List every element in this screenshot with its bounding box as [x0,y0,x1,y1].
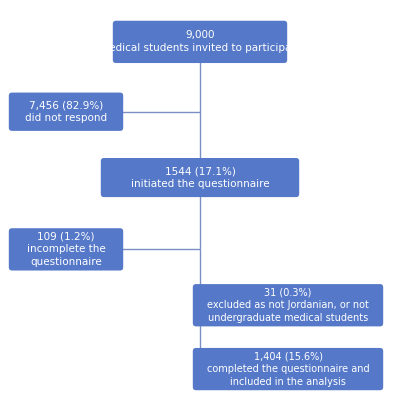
Text: 109 (1.2%)
incomplete the
questionnaire: 109 (1.2%) incomplete the questionnaire [27,231,105,267]
FancyBboxPatch shape [9,228,123,271]
Text: 9,000
medical students invited to participate: 9,000 medical students invited to partic… [98,30,302,53]
Text: 1544 (17.1%)
initiated the questionnaire: 1544 (17.1%) initiated the questionnaire [131,166,269,189]
FancyBboxPatch shape [193,284,383,326]
Text: 31 (0.3%)
excluded as not Jordanian, or not
undergraduate medical students: 31 (0.3%) excluded as not Jordanian, or … [207,287,369,323]
Text: 1,404 (15.6%)
completed the questionnaire and
included in the analysis: 1,404 (15.6%) completed the questionnair… [207,351,369,387]
FancyBboxPatch shape [9,93,123,131]
FancyBboxPatch shape [113,21,287,63]
FancyBboxPatch shape [193,348,383,390]
FancyBboxPatch shape [101,158,299,197]
Text: 7,456 (82.9%)
did not respond: 7,456 (82.9%) did not respond [25,100,107,123]
